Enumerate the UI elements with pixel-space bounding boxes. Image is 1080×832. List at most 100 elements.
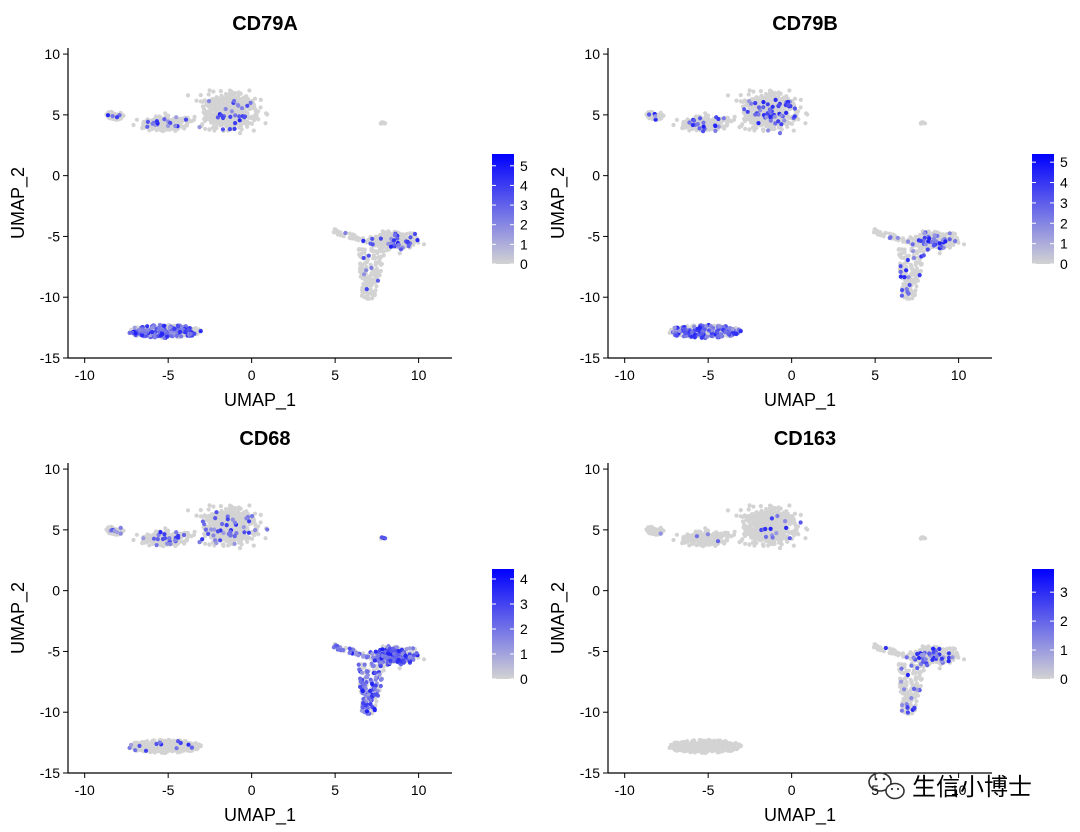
cell-point xyxy=(899,251,904,256)
cell-point xyxy=(910,242,915,247)
cell-point xyxy=(242,530,247,535)
legend-tick-label: 3 xyxy=(520,197,528,213)
cell-point xyxy=(163,111,168,116)
cell-point xyxy=(699,331,705,336)
cell-point xyxy=(211,504,216,509)
x-tick-label: 10 xyxy=(951,367,967,383)
cell-point xyxy=(228,114,233,119)
cell-point xyxy=(137,327,142,332)
x-tick-label: 5 xyxy=(871,367,879,383)
cell-point xyxy=(141,536,146,541)
cell-point xyxy=(169,330,174,335)
cell-point xyxy=(898,269,903,274)
cell-point xyxy=(229,109,234,114)
cell-point xyxy=(202,531,207,537)
cell-point xyxy=(706,123,711,128)
cell-point xyxy=(373,255,378,260)
cell-point xyxy=(704,324,709,329)
cell-point xyxy=(371,271,377,276)
cell-point xyxy=(906,239,911,244)
cell-point xyxy=(166,743,171,748)
panel-title: CD79B xyxy=(772,13,838,35)
data-points xyxy=(104,503,427,756)
cell-point xyxy=(674,117,680,122)
cell-point xyxy=(792,114,797,119)
cell-point xyxy=(141,122,146,127)
legend-tick-label: 2 xyxy=(520,217,528,233)
cell-point xyxy=(203,112,208,117)
cell-point xyxy=(206,99,212,104)
cell-point xyxy=(361,286,366,291)
cell-point xyxy=(245,103,250,108)
cell-point xyxy=(174,530,179,535)
cell-point xyxy=(263,121,268,126)
y-tick-label: 0 xyxy=(592,168,600,184)
cell-point xyxy=(387,231,392,236)
cell-point xyxy=(895,235,900,240)
cell-point xyxy=(758,89,764,94)
cell-point xyxy=(392,233,397,238)
cell-point xyxy=(919,261,924,267)
cell-point xyxy=(155,537,160,542)
cell-point xyxy=(725,93,731,98)
cell-point xyxy=(379,261,384,267)
cell-point xyxy=(914,284,919,289)
cell-point xyxy=(647,112,652,117)
cell-point xyxy=(215,115,220,120)
cell-point xyxy=(772,126,777,131)
cell-point xyxy=(112,528,117,533)
cell-point xyxy=(203,541,208,546)
y-tick-label: -5 xyxy=(48,228,61,244)
cell-point xyxy=(953,239,958,244)
cell-point xyxy=(911,255,917,261)
cell-point xyxy=(803,121,808,126)
cell-point xyxy=(180,124,185,129)
legend-tick-label: 4 xyxy=(520,177,528,193)
cell-point xyxy=(183,117,189,122)
cell-point xyxy=(175,118,180,123)
cell-point xyxy=(197,540,202,545)
cell-point xyxy=(375,278,381,283)
cell-point xyxy=(173,128,178,133)
cell-point xyxy=(132,740,137,745)
y-tick-label: 0 xyxy=(52,168,60,184)
cell-point xyxy=(721,116,726,121)
cell-point xyxy=(388,244,394,249)
cell-point xyxy=(370,242,375,247)
cell-point xyxy=(154,543,159,548)
cell-point xyxy=(716,116,721,122)
cell-point xyxy=(365,294,370,299)
cell-point xyxy=(770,104,775,109)
cell-point xyxy=(381,668,386,673)
cell-point xyxy=(745,109,750,114)
cell-point xyxy=(172,326,177,331)
y-tick-label: -10 xyxy=(40,289,60,305)
cell-point xyxy=(653,114,658,119)
cell-point xyxy=(178,329,183,335)
cell-point xyxy=(226,531,231,537)
cell-point xyxy=(152,335,157,340)
cell-point xyxy=(232,534,237,539)
cell-point xyxy=(913,234,918,239)
cell-point xyxy=(131,537,136,543)
cell-point xyxy=(166,123,171,128)
cell-point xyxy=(219,515,224,521)
cell-point xyxy=(154,128,159,133)
cell-point xyxy=(252,103,257,108)
cell-point xyxy=(165,541,170,546)
cell-point xyxy=(232,98,237,104)
cell-point xyxy=(730,327,736,332)
cell-point xyxy=(232,126,237,131)
y-tick-label: -15 xyxy=(580,350,600,366)
cell-point xyxy=(197,125,202,130)
cell-point xyxy=(145,119,150,124)
cell-point xyxy=(203,126,208,131)
cell-point xyxy=(397,666,402,671)
cell-point xyxy=(698,116,703,121)
cell-point xyxy=(225,99,230,104)
cell-point xyxy=(206,507,211,512)
cell-point xyxy=(701,129,706,134)
cell-point xyxy=(251,128,256,133)
cell-point xyxy=(374,699,379,704)
cell-point xyxy=(772,114,778,119)
